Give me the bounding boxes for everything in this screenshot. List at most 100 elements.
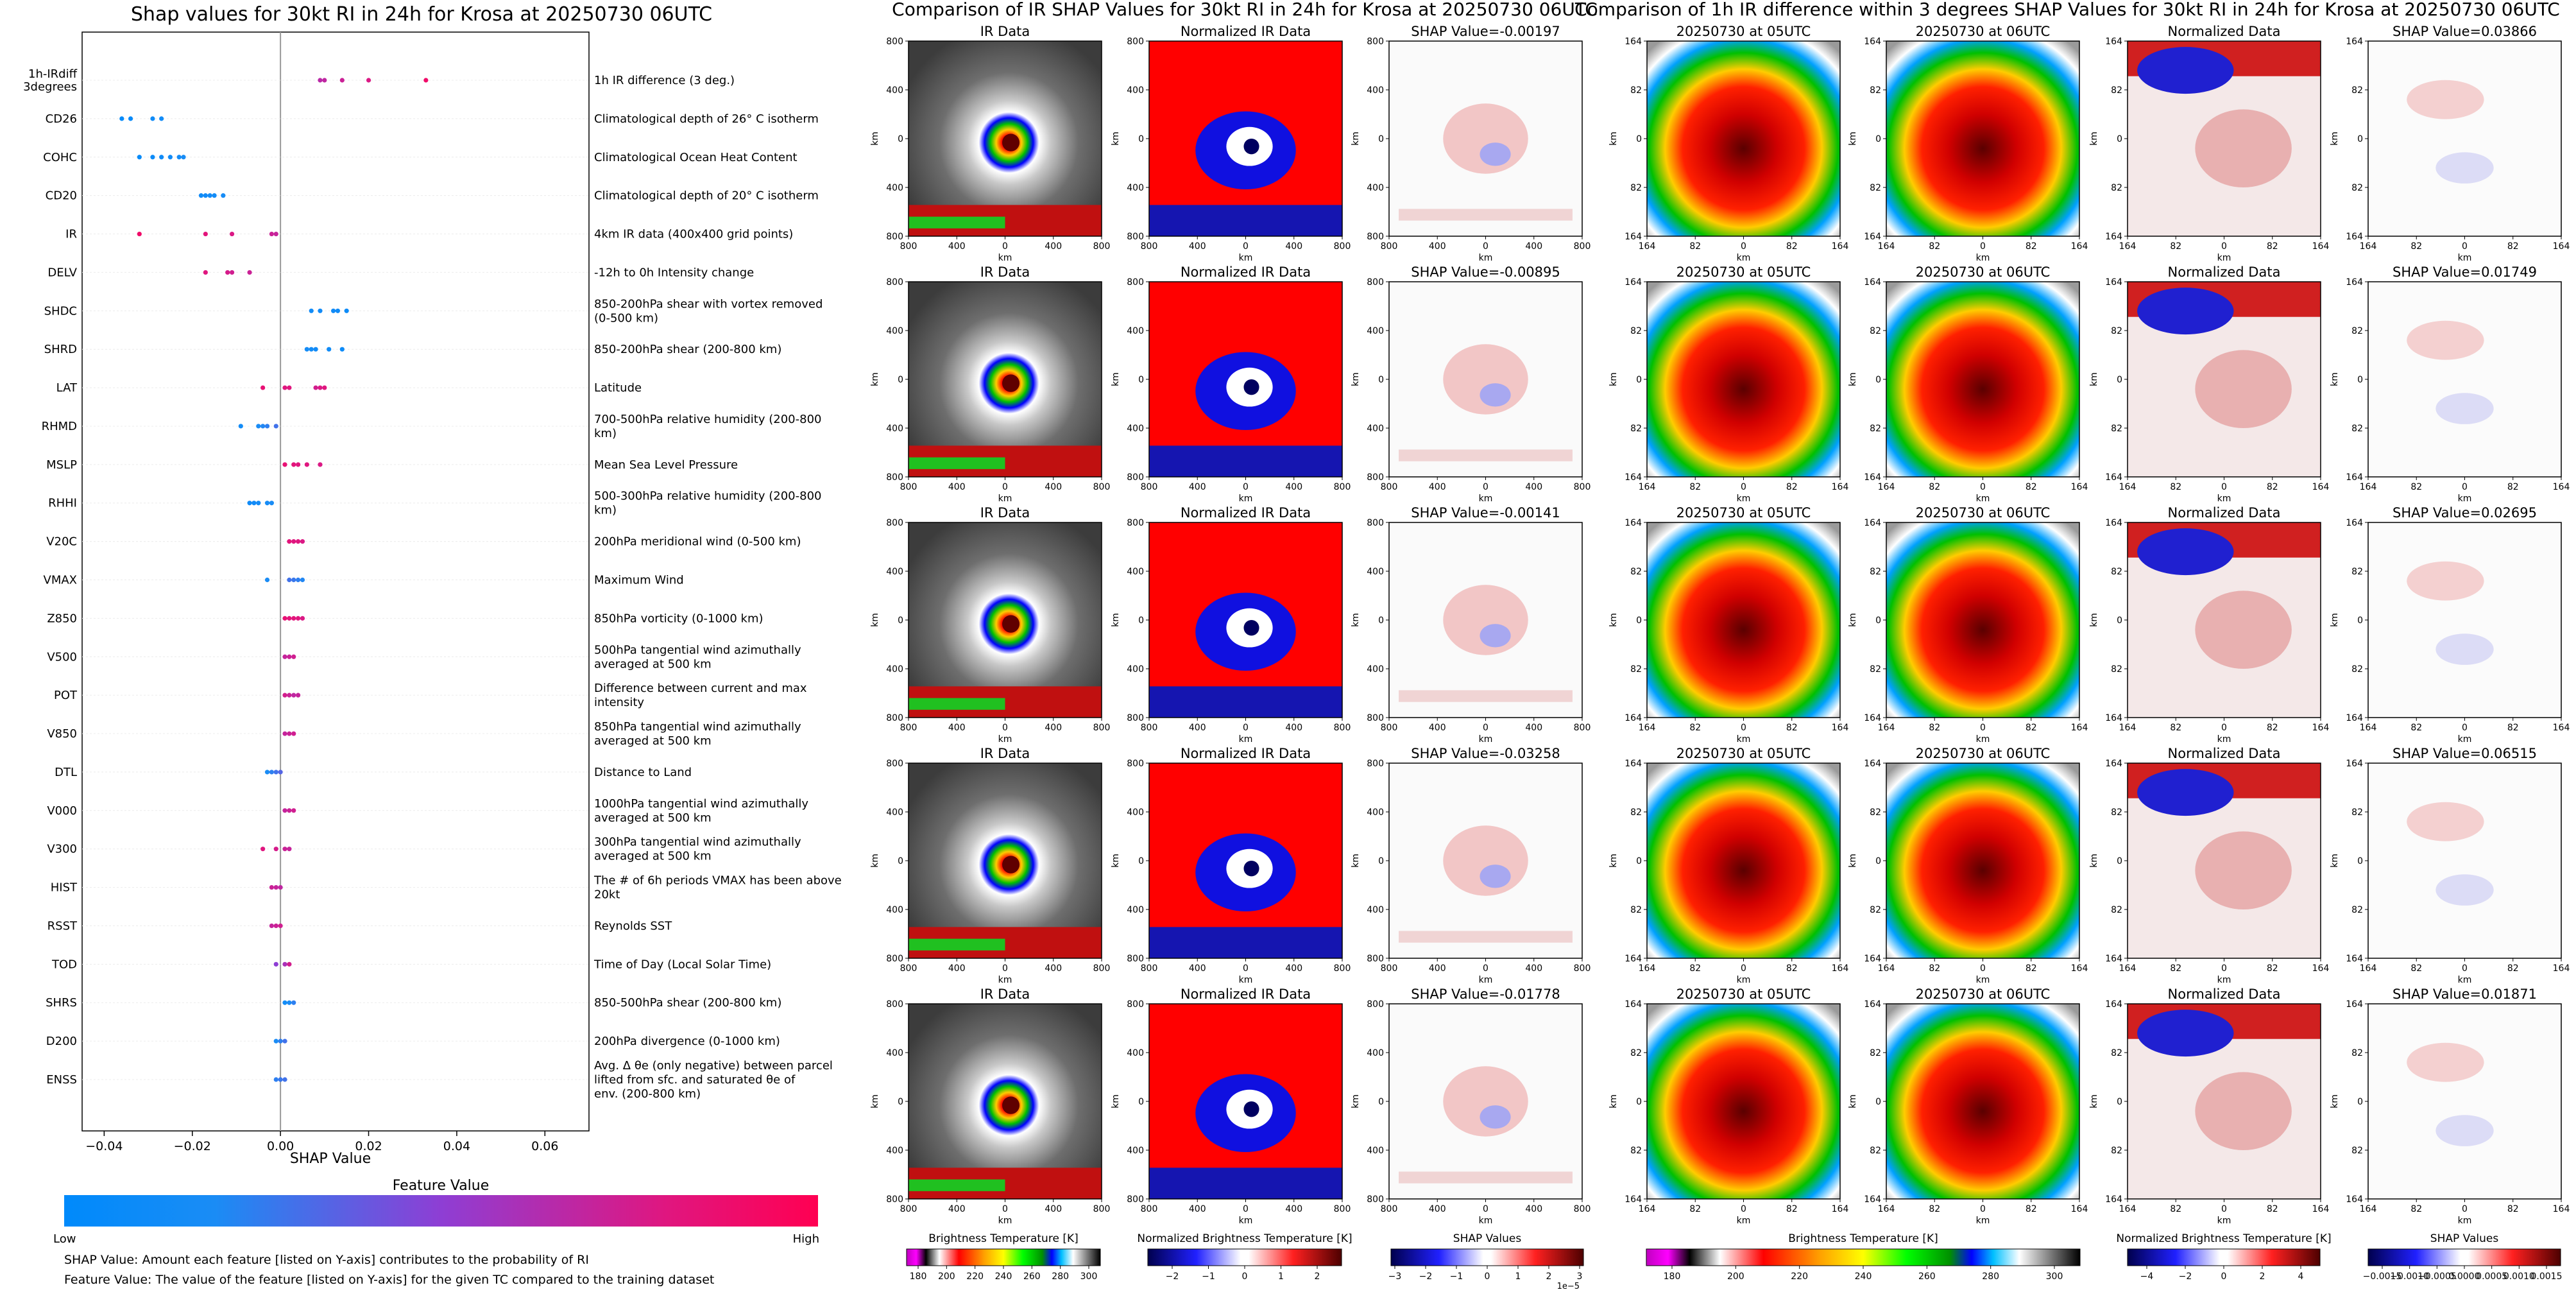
x-tick-label: 164 xyxy=(2360,963,2377,974)
y-tick-label: 82 xyxy=(2351,424,2363,434)
shap-point xyxy=(309,308,314,313)
x-tick-label: 0 xyxy=(1980,1204,1986,1214)
y-tick-label: 800 xyxy=(886,954,903,964)
x-tick-label: 400 xyxy=(948,963,966,974)
shap-point xyxy=(313,347,318,352)
x-tick-label: 0 xyxy=(1741,1204,1746,1214)
x-tick-label: 0 xyxy=(1741,963,1746,974)
subplot-title: Normalized Data xyxy=(2168,24,2281,39)
shap-point xyxy=(198,193,204,198)
y-tick-label: 0 xyxy=(2357,375,2363,385)
y-tick-label: 400 xyxy=(886,664,903,675)
x-tick-label: 400 xyxy=(1285,1204,1302,1214)
x-axis-label: km xyxy=(1976,253,1990,263)
colorbar-tick-label: −0.0010 xyxy=(2390,1271,2429,1282)
y-tick-label: 800 xyxy=(886,232,903,242)
feature-description-label: Reynolds SST xyxy=(594,919,672,933)
shap-point xyxy=(264,577,270,583)
x-tick-label: 82 xyxy=(1689,241,1701,252)
feature-description-label: 850-500hPa shear (200-800 km) xyxy=(594,996,781,1010)
x-tick-label: 400 xyxy=(1189,1204,1206,1214)
y-tick-label: 0 xyxy=(1636,375,1642,385)
shap-point xyxy=(264,424,270,429)
x-tick-label: 164 xyxy=(2360,723,2377,733)
feature-description-label: 1h IR difference (3 deg.) xyxy=(594,74,735,87)
x-tick-label: 164 xyxy=(1832,241,1849,252)
shap-point xyxy=(264,770,270,775)
y-tick-label: 82 xyxy=(2351,326,2363,336)
x-tick-label: 0 xyxy=(2221,1204,2227,1214)
y-tick-label: 800 xyxy=(1127,277,1144,288)
x-tick-label: 82 xyxy=(1929,1204,1940,1214)
subplot-image xyxy=(2127,281,2321,478)
x-tick-label: 800 xyxy=(1334,241,1351,252)
feature-description-label: 700-500hPa relative humidity (200-800 km) xyxy=(594,413,821,440)
y-tick-label: 400 xyxy=(886,567,903,577)
y-tick-label: 0 xyxy=(2117,616,2122,626)
shap-point xyxy=(282,654,287,659)
x-tick-label: 164 xyxy=(2553,241,2570,252)
subplot-image xyxy=(2367,281,2562,478)
shap-point xyxy=(278,770,283,775)
shap-point xyxy=(278,1038,283,1044)
x-tick-label: 82 xyxy=(2170,963,2181,974)
x-tick-label: 164 xyxy=(1878,963,1895,974)
colorbar-tick-label: −4 xyxy=(2140,1271,2154,1282)
x-tick-label: 82 xyxy=(2170,241,2181,252)
shap-point xyxy=(150,155,155,160)
y-tick-label: 164 xyxy=(2105,277,2122,288)
y-tick-label: 800 xyxy=(886,1194,903,1205)
x-tick-label: 0 xyxy=(1483,723,1488,733)
shap-point xyxy=(282,462,287,467)
shap-point xyxy=(287,808,292,813)
y-tick-label: 800 xyxy=(1127,713,1144,723)
y-axis-label: km xyxy=(870,132,880,146)
colorbar-tick-label: 3 xyxy=(1577,1271,1583,1282)
y-tick-label: 400 xyxy=(1127,1048,1144,1058)
y-tick-label: 800 xyxy=(1367,1194,1384,1205)
x-axis-label: km xyxy=(1239,253,1253,263)
shap-point xyxy=(339,78,345,83)
x-tick-label: 400 xyxy=(1045,723,1062,733)
shap-point xyxy=(322,78,327,83)
shap-point xyxy=(282,693,287,698)
y-tick-label: 800 xyxy=(1127,759,1144,769)
feature-name-label: CD26 xyxy=(46,112,77,126)
y-tick-label: 164 xyxy=(1625,759,1642,769)
x-tick-label: 0 xyxy=(2462,241,2468,252)
x-tick-label: 0.00 xyxy=(267,1139,294,1153)
colorbar-tick-label: 0.0005 xyxy=(2476,1271,2507,1282)
subplot-title: Normalized IR Data xyxy=(1181,986,1311,1002)
y-tick-label: 800 xyxy=(1127,518,1144,528)
x-tick-label: 400 xyxy=(1525,723,1542,733)
x-axis-label: km xyxy=(1976,975,1990,985)
shap-point xyxy=(291,693,296,698)
y-axis-label: km xyxy=(1351,854,1361,868)
x-axis-label: km xyxy=(1479,734,1493,745)
x-tick-label: 82 xyxy=(2267,1204,2278,1214)
shap-point xyxy=(282,1000,287,1005)
x-axis-label: km xyxy=(1239,494,1253,504)
colorbar-tick-label: 220 xyxy=(1791,1271,1808,1282)
shap-point xyxy=(291,616,296,621)
shap-point xyxy=(203,270,208,275)
colorbar-tick-label: 0.0000 xyxy=(2449,1271,2480,1282)
feature-description-label: The # of 6h periods VMAX has been above 2… xyxy=(593,874,842,902)
y-tick-label: 82 xyxy=(2351,1146,2363,1156)
y-tick-label: 0 xyxy=(2357,616,2363,626)
y-tick-label: 164 xyxy=(2105,232,2122,242)
feature-name-label: HIST xyxy=(51,881,78,895)
subplot-image xyxy=(908,1003,1102,1200)
x-tick-label: 82 xyxy=(2267,963,2278,974)
colorbar-tick-label: 200 xyxy=(1727,1271,1744,1282)
y-tick-label: 0 xyxy=(1378,375,1384,385)
y-axis-label: km xyxy=(1608,372,1619,386)
subplot-image xyxy=(2367,522,2562,718)
y-tick-label: 800 xyxy=(1367,277,1384,288)
colorbar-label: SHAP Values xyxy=(1453,1232,1522,1245)
y-tick-label: 400 xyxy=(1127,326,1144,336)
subplot-image xyxy=(1388,1003,1583,1200)
x-tick-label: 82 xyxy=(1786,241,1798,252)
y-tick-label: 164 xyxy=(2346,1194,2363,1205)
shap-point xyxy=(282,808,287,813)
